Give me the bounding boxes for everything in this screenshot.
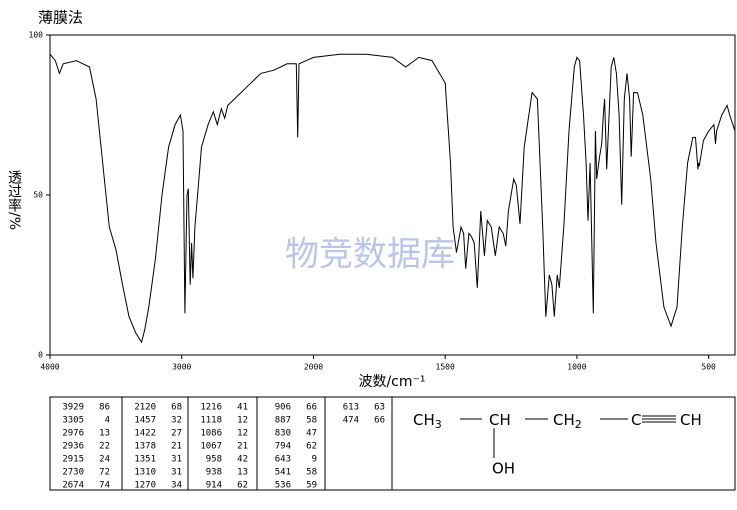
peak-wavenumber: 938 (206, 468, 222, 478)
peak-transmittance: 62 (237, 481, 248, 491)
x-tick-label: 1500 (436, 363, 455, 372)
peak-transmittance: 31 (171, 468, 182, 478)
peak-transmittance: 66 (374, 416, 385, 426)
x-tick-label: 2000 (304, 363, 323, 372)
peak-wavenumber: 2730 (62, 468, 84, 478)
peak-wavenumber: 1067 (200, 442, 222, 452)
peak-wavenumber: 2915 (62, 455, 84, 465)
peak-transmittance: 86 (99, 403, 110, 413)
atom-group: CH3 (413, 411, 442, 432)
peak-wavenumber: 536 (275, 481, 291, 491)
peak-transmittance: 34 (171, 481, 182, 491)
peak-transmittance: 24 (99, 455, 110, 465)
x-tick-label: 4000 (40, 363, 59, 372)
x-tick-label: 3000 (172, 363, 191, 372)
peak-transmittance: 68 (171, 403, 182, 413)
peak-transmittance: 47 (306, 429, 317, 439)
atom-symbol: C (631, 411, 641, 429)
peak-wavenumber: 1351 (134, 455, 156, 465)
peak-transmittance: 59 (306, 481, 317, 491)
peak-wavenumber: 2936 (62, 442, 84, 452)
x-axis-label: 波数/cm⁻¹ (358, 374, 425, 390)
peak-transmittance: 4 (105, 416, 110, 426)
atom-symbol: CH (413, 411, 435, 429)
peak-transmittance: 62 (306, 442, 317, 452)
peak-transmittance: 66 (306, 403, 317, 413)
peak-wavenumber: 1086 (200, 429, 222, 439)
y-tick-label: 0 (38, 351, 43, 360)
peak-transmittance: 58 (306, 468, 317, 478)
peak-transmittance: 27 (171, 429, 182, 439)
x-tick-label: 500 (701, 363, 716, 372)
peak-wavenumber: 3929 (62, 403, 84, 413)
peak-transmittance: 72 (99, 468, 110, 478)
atom-symbol: CH (553, 411, 575, 429)
peak-wavenumber: 830 (275, 429, 291, 439)
substituent: OH (492, 460, 515, 478)
peak-wavenumber: 1422 (134, 429, 156, 439)
atom-group: CH (680, 411, 702, 429)
peak-wavenumber: 2976 (62, 429, 84, 439)
peak-wavenumber: 2120 (134, 403, 156, 413)
peak-transmittance: 74 (99, 481, 110, 491)
atom-group: C (631, 411, 641, 429)
peak-wavenumber: 613 (343, 403, 359, 413)
peak-wavenumber: 643 (275, 455, 291, 465)
atom-symbol: CH (489, 411, 511, 429)
atom-symbol: CH (680, 411, 702, 429)
peak-transmittance: 12 (237, 429, 248, 439)
peak-transmittance: 21 (171, 442, 182, 452)
peak-transmittance: 21 (237, 442, 248, 452)
peak-wavenumber: 1270 (134, 481, 156, 491)
peak-wavenumber: 1216 (200, 403, 222, 413)
peak-wavenumber: 887 (275, 416, 291, 426)
peak-wavenumber: 906 (275, 403, 291, 413)
peak-wavenumber: 794 (275, 442, 291, 452)
peak-wavenumber: 1457 (134, 416, 156, 426)
peak-wavenumber: 958 (206, 455, 222, 465)
y-tick-label: 100 (29, 31, 44, 40)
peak-transmittance: 12 (237, 416, 248, 426)
peak-wavenumber: 2674 (62, 481, 84, 491)
y-tick-label: 50 (33, 191, 43, 200)
peak-wavenumber: 3305 (62, 416, 84, 426)
chart-title: 薄膜法 (38, 9, 83, 27)
atom-group: CH (489, 411, 511, 429)
atom-group: CH2 (553, 411, 582, 432)
peak-transmittance: 32 (171, 416, 182, 426)
peak-wavenumber: 541 (275, 468, 291, 478)
peak-transmittance: 58 (306, 416, 317, 426)
peak-transmittance: 9 (312, 455, 317, 465)
peak-wavenumber: 1310 (134, 468, 156, 478)
spectrum-line (49, 53, 736, 344)
plot-frame (49, 34, 736, 356)
peak-wavenumber: 474 (343, 416, 359, 426)
peak-transmittance: 22 (99, 442, 110, 452)
peak-transmittance: 63 (374, 403, 385, 413)
peak-transmittance: 13 (99, 429, 110, 439)
peak-wavenumber: 1378 (134, 442, 156, 452)
atom-subscript: 2 (575, 418, 582, 431)
peak-transmittance: 42 (237, 455, 248, 465)
peak-wavenumber: 914 (206, 481, 222, 491)
peak-wavenumber: 1118 (200, 416, 222, 426)
peak-transmittance: 41 (237, 403, 248, 413)
peak-transmittance: 31 (171, 455, 182, 465)
peak-transmittance: 13 (237, 468, 248, 478)
y-axis-label: 透过率/% (6, 170, 22, 230)
x-tick-label: 1000 (567, 363, 586, 372)
atom-subscript: 3 (435, 418, 442, 431)
watermark: 物竞数据库 (285, 235, 455, 275)
